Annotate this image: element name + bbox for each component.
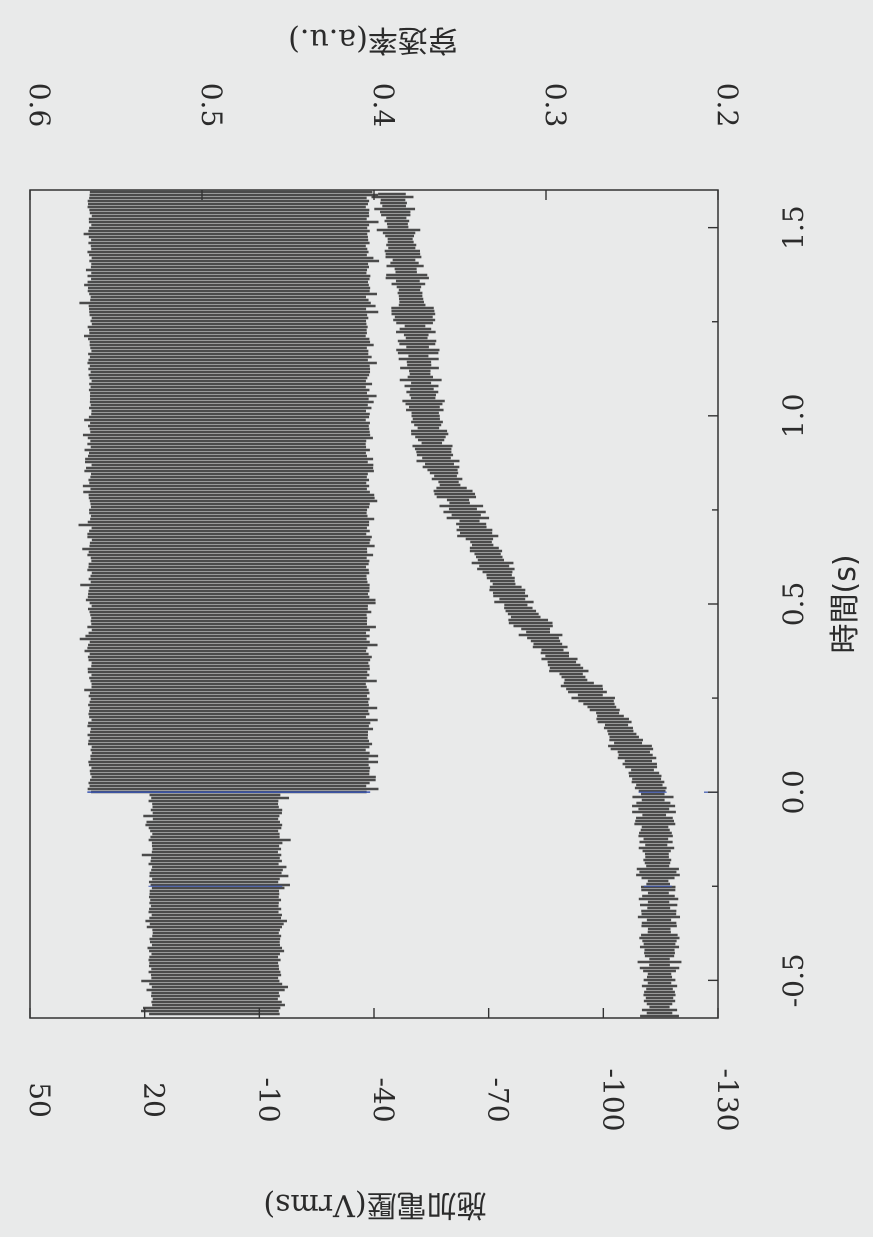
y-right-tick-label: 0.5	[195, 83, 228, 128]
y-left-tick-label: -100	[596, 1069, 629, 1132]
y-left-tick-label: -40	[367, 1077, 400, 1122]
voltage-series	[78, 190, 380, 1016]
y-right-tick-label: 0.2	[711, 83, 744, 128]
x-tick-label: 1.0	[777, 394, 810, 439]
y-right-tick-label: 0.4	[367, 83, 400, 128]
y-left-tick-label: -10	[252, 1077, 285, 1122]
transmittance-series	[371, 192, 718, 1018]
right-axis-title: 穿透率(a.u.)	[288, 22, 458, 57]
x-tick-label: -0.5	[777, 953, 810, 1007]
x-tick-label: 1.5	[777, 205, 810, 250]
y-right-tick-label: 0.6	[23, 83, 56, 128]
left-axis-title: 施加電壓(Vrms)	[263, 1187, 486, 1222]
y-left-tick-label: -130	[711, 1069, 744, 1132]
y-left-tick-label: 20	[138, 1082, 171, 1118]
x-axis-title: 時間(s)	[828, 554, 863, 653]
y-left-tick-label: 50	[23, 1082, 56, 1118]
y-right-tick-label: 0.3	[539, 83, 572, 128]
x-tick-label: 0.5	[777, 582, 810, 627]
x-tick-label: 0.0	[777, 770, 810, 815]
y-left-tick-label: -70	[482, 1077, 515, 1122]
